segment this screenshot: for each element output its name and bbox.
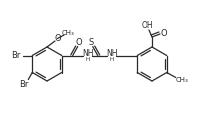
Text: S: S	[88, 38, 93, 47]
Text: H: H	[110, 57, 114, 62]
Text: OH: OH	[141, 20, 153, 29]
Text: NH: NH	[82, 50, 94, 58]
Text: NH: NH	[106, 50, 117, 58]
Text: Br: Br	[12, 51, 21, 60]
Text: CH₃: CH₃	[175, 77, 188, 84]
Text: H: H	[86, 57, 90, 62]
Text: O: O	[75, 38, 82, 47]
Text: O: O	[161, 29, 167, 37]
Text: Br: Br	[20, 80, 29, 89]
Text: O: O	[55, 34, 61, 43]
Text: CH₃: CH₃	[62, 30, 74, 36]
